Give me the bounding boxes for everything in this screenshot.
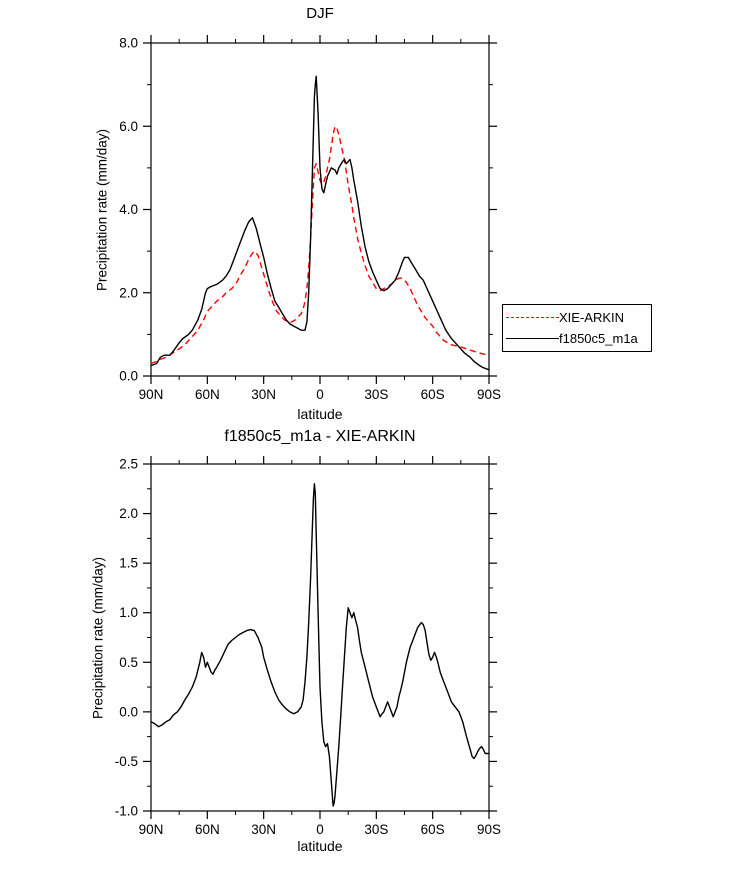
svg-text:30S: 30S — [364, 387, 388, 402]
top-chart-title: DJF — [306, 5, 334, 22]
svg-text:90N: 90N — [139, 387, 164, 402]
svg-text:0.5: 0.5 — [119, 655, 138, 670]
svg-text:0: 0 — [316, 387, 324, 402]
svg-text:1.0: 1.0 — [119, 605, 138, 620]
svg-text:30N: 30N — [251, 822, 276, 837]
svg-text:90S: 90S — [477, 387, 501, 402]
legend-label-xie-arkin: XIE-ARKIN — [559, 310, 625, 325]
svg-text:-0.5: -0.5 — [115, 754, 138, 769]
legend: XIE-ARKIN f1850c5_m1a — [502, 304, 652, 352]
svg-text:6.0: 6.0 — [119, 119, 138, 134]
svg-text:0: 0 — [316, 822, 324, 837]
svg-text:30N: 30N — [251, 387, 276, 402]
plot-area-bottom: 90N 60N 30N 0 30S 60S 90S -1.0 -0.5 0.0 0.5 1.0 1.5 2… — [115, 456, 501, 837]
svg-text:2.5: 2.5 — [119, 457, 138, 472]
plot-area-top: 90N 60N 30N 0 30S 60S 90S 0.0 2.0 4.0 6.0 8.0 — [119, 35, 501, 402]
svg-text:4.0: 4.0 — [119, 202, 138, 217]
legend-label-f1850c5-m1a: f1850c5_m1a — [559, 331, 638, 346]
legend-line-xie-arkin-icon — [506, 317, 559, 318]
bottom-chart-title: f1850c5_m1a - XIE-ARKIN — [224, 428, 416, 445]
svg-text:2.0: 2.0 — [119, 285, 138, 300]
top-chart-xlabel: latitude — [297, 406, 343, 422]
svg-text:60N: 60N — [195, 822, 220, 837]
svg-text:60S: 60S — [421, 822, 445, 837]
svg-text:2.0: 2.0 — [119, 506, 138, 521]
legend-line-f1850c5-m1a-icon — [506, 338, 559, 339]
svg-text:30S: 30S — [364, 822, 388, 837]
svg-text:8.0: 8.0 — [119, 36, 138, 51]
svg-text:90S: 90S — [477, 822, 501, 837]
svg-text:90N: 90N — [139, 822, 164, 837]
svg-text:1.5: 1.5 — [119, 556, 138, 571]
bottom-chart-xlabel: latitude — [297, 838, 343, 854]
svg-text:-1.0: -1.0 — [115, 804, 138, 819]
svg-text:0.0: 0.0 — [119, 704, 138, 719]
svg-text:60N: 60N — [195, 387, 220, 402]
legend-item-f1850c5-m1a: f1850c5_m1a — [503, 329, 651, 349]
top-chart-ylabel: Precipitation rate (mm/day) — [94, 128, 110, 292]
svg-text:60S: 60S — [421, 387, 445, 402]
svg-text:0.0: 0.0 — [119, 369, 138, 384]
legend-item-xie-arkin: XIE-ARKIN — [503, 308, 651, 328]
bottom-chart-ylabel: Precipitation rate (mm/day) — [90, 556, 106, 720]
